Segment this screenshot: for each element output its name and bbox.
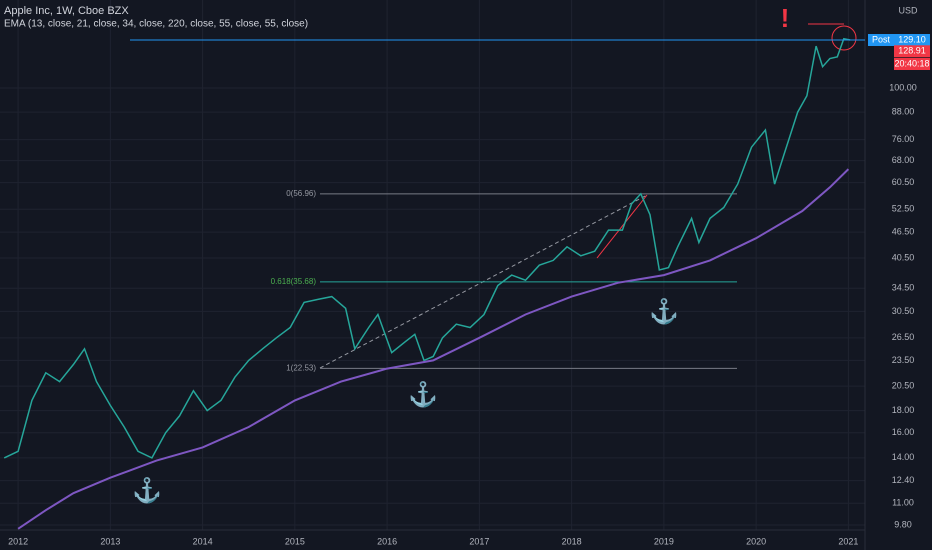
- price-box: [894, 34, 930, 47]
- price-tag: Post: [872, 34, 891, 44]
- y-tick-label: 88.00: [892, 106, 915, 116]
- y-tick-label: 30.50: [892, 306, 915, 316]
- fib-label: 1(22.53): [286, 363, 316, 372]
- countdown-box: [894, 58, 930, 70]
- annotation: !: [781, 3, 790, 33]
- y-tick-label: 23.50: [892, 355, 915, 365]
- y-tick-label: 68.00: [892, 155, 915, 165]
- price-line: [3, 37, 851, 459]
- y-tick-label: 76.00: [892, 134, 915, 144]
- x-tick-label: 2016: [377, 536, 397, 546]
- y-tick-label: 46.50: [892, 226, 915, 236]
- currency: USD: [898, 5, 918, 15]
- grid: [0, 0, 865, 530]
- anchor-icons: ⚓ ⚓ ⚓: [132, 297, 679, 504]
- countdown: 20:40:18: [894, 58, 929, 68]
- chart-title: Apple Inc, 1W, Cboe BZX: [4, 5, 129, 17]
- fib-label: 0.618(35.68): [271, 277, 317, 286]
- trend-line: [596, 194, 648, 259]
- x-tick-label: 2019: [654, 536, 674, 546]
- y-tick-label: 14.00: [892, 452, 915, 462]
- x-tick-label: 2015: [285, 536, 305, 546]
- x-tick-label: 2014: [193, 536, 213, 546]
- x-tick-label: 2020: [746, 536, 766, 546]
- x-tick-label: 2017: [469, 536, 489, 546]
- tag-box: [868, 34, 894, 47]
- y-tick-label: 26.50: [892, 332, 915, 342]
- y-tick-label: 100.00: [889, 82, 917, 92]
- y-tick-label: 11.00: [892, 498, 914, 508]
- x-tick-label: 2018: [562, 536, 582, 546]
- x-tick-label: 2013: [100, 536, 120, 546]
- price-box: [894, 45, 930, 58]
- anchor-icon: ⚓: [649, 297, 679, 325]
- anchor-icon: ⚓: [408, 380, 438, 408]
- plot: [3, 37, 865, 530]
- y-tick-label: 34.50: [892, 283, 915, 293]
- anchor-icon: ⚓: [132, 476, 162, 504]
- x-tick-label: 2012: [8, 536, 28, 546]
- x-tick-label: 2021: [838, 536, 858, 546]
- y-tick-label: 20.50: [892, 380, 915, 390]
- indicator-legend: EMA (13, close, 21, close, 34, close, 22…: [4, 19, 308, 30]
- fib-label: 0(56.96): [286, 189, 316, 198]
- y-tick-label: 52.50: [892, 204, 915, 214]
- y-tick-label: 16.00: [892, 427, 915, 437]
- y-tick-label: 12.40: [892, 475, 915, 485]
- y-tick-label: 60.50: [892, 177, 915, 187]
- y-tick-label: 40.50: [892, 252, 915, 262]
- y-tick-label: 18.00: [892, 405, 915, 415]
- highlight-circle: [831, 25, 857, 51]
- price-label: 128.91: [898, 46, 926, 56]
- price-label: 129.10: [898, 34, 926, 44]
- ema-line: [17, 168, 850, 530]
- y-tick-label: 9.80: [894, 519, 912, 529]
